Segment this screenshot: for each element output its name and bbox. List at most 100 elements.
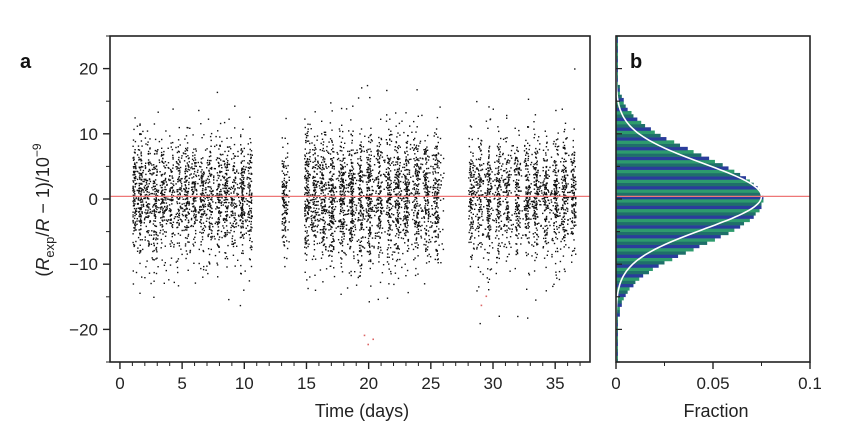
scatter-point (398, 248, 400, 250)
scatter-point (155, 207, 157, 209)
scatter-point (225, 235, 227, 237)
scatter-point (404, 224, 406, 226)
scatter-point (404, 174, 406, 177)
scatter-point (226, 192, 228, 194)
scatter-point (241, 171, 244, 174)
scatter-point (217, 244, 219, 247)
scatter-point (286, 194, 289, 197)
scatter-point (428, 253, 430, 256)
scatter-point (403, 218, 405, 220)
scatter-point (138, 210, 141, 213)
scatter-point (307, 212, 309, 215)
scatter-point (178, 164, 180, 166)
scatter-point (333, 166, 335, 168)
scatter-point (399, 197, 401, 200)
scatter-point (359, 170, 361, 172)
scatter-point (202, 276, 204, 278)
scatter-point (203, 200, 205, 203)
scatter-point (331, 207, 333, 209)
scatter-point (306, 172, 309, 174)
scatter-point (321, 251, 324, 253)
scatter-point (386, 261, 389, 263)
scatter-point (400, 190, 403, 192)
scatter-point (397, 231, 400, 233)
scatter-point (172, 198, 174, 201)
scatter-point (341, 173, 344, 175)
scatter-point (248, 193, 251, 195)
scatter-point (206, 265, 208, 267)
scatter-point (240, 206, 242, 209)
scatter-point (565, 183, 567, 185)
scatter-point (358, 172, 360, 174)
scatter-point (528, 184, 530, 187)
scatter-point (282, 182, 285, 185)
scatter-point (427, 218, 430, 220)
scatter-point (216, 172, 219, 174)
scatter-point (312, 198, 314, 201)
scatter-point (209, 209, 211, 212)
scatter-point (346, 213, 349, 215)
scatter-point (483, 206, 485, 208)
scatter-point (388, 173, 390, 176)
scatter-point (339, 230, 341, 233)
scatter-point (178, 209, 180, 211)
scatter-point (193, 213, 195, 215)
scatter-point (149, 152, 151, 155)
scatter-point (202, 268, 205, 271)
scatter-point (421, 114, 423, 117)
scatter-point (352, 149, 354, 151)
scatter-point (166, 208, 168, 210)
scatter-point (307, 170, 309, 173)
scatter-point (420, 168, 422, 170)
scatter-point (228, 187, 230, 190)
scatter-point (362, 246, 364, 248)
scatter-point (213, 176, 215, 179)
scatter-point (376, 210, 378, 212)
scatter-point (414, 225, 416, 228)
scatter-point (178, 202, 181, 204)
scatter-point (232, 212, 234, 214)
scatter-point (286, 208, 289, 211)
scatter-point (371, 185, 373, 188)
scatter-point (385, 139, 388, 141)
scatter-point (309, 207, 311, 209)
scatter-point (235, 223, 237, 225)
scatter-point (559, 248, 562, 250)
scatter-point (146, 186, 148, 189)
scatter-point (240, 148, 243, 150)
scatter-point (389, 194, 392, 197)
scatter-point (389, 216, 391, 218)
scatter-point (414, 233, 416, 236)
scatter-point (339, 187, 341, 189)
scatter-point (380, 182, 382, 184)
scatter-point (571, 210, 573, 212)
scatter-point (322, 159, 324, 161)
scatter-point (404, 223, 406, 225)
scatter-point (304, 208, 306, 210)
scatter-point (408, 171, 411, 173)
scatter-point (281, 160, 283, 162)
scatter-point (404, 214, 406, 217)
scatter-point (572, 139, 574, 142)
scatter-point (377, 198, 379, 200)
scatter-point (327, 193, 329, 195)
scatter-point (337, 239, 340, 241)
scatter-point (153, 164, 155, 166)
scatter-point (397, 205, 400, 207)
scatter-point (344, 171, 347, 173)
scatter-point (315, 214, 317, 216)
scatter-point (425, 247, 427, 250)
scatter-point (391, 213, 393, 215)
scatter-point (313, 230, 315, 232)
scatter-point (153, 244, 155, 246)
scatter-point (395, 141, 398, 144)
scatter-point (332, 147, 334, 150)
scatter-point (380, 203, 383, 205)
scatter-point (425, 234, 427, 236)
scatter-point (388, 216, 390, 218)
scatter-point (249, 210, 251, 212)
scatter-point (165, 164, 168, 166)
scatter-point (162, 154, 164, 156)
scatter-point (135, 196, 138, 198)
scatter-point (147, 215, 149, 217)
